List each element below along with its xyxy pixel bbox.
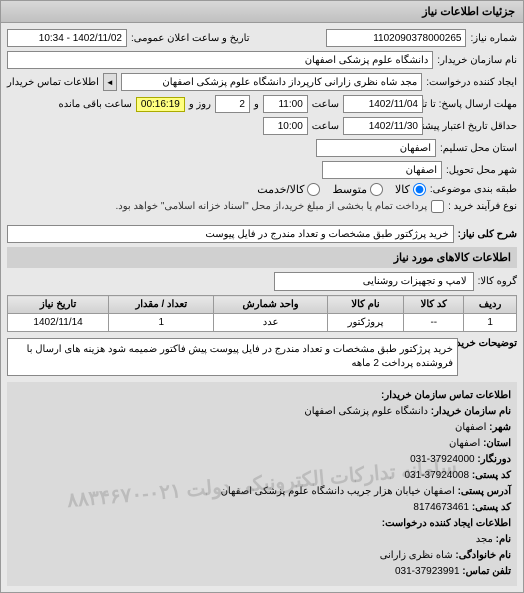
remain-days: 2 (215, 95, 250, 113)
buytype-note: پرداخت تمام یا بخشی از مبلغ خرید،از محل … (116, 201, 428, 212)
table-row[interactable]: 1 -- پروژکتور عدد 1 1402/11/14 (8, 314, 517, 332)
class-all-label: کالا (395, 183, 410, 196)
req-num-field: 1102090378000265 (326, 29, 466, 47)
contact-section: سامانه تدارکات الکترونیکی دولت ۰۲۱-۸۸۳۴۶… (7, 382, 517, 586)
deadline-time: 11:00 (263, 95, 308, 113)
c-lname-label: نام خانوادگی: (455, 550, 511, 561)
validity-label: حداقل تاریخ اعتبار پیشنهاد: تا تاریخ: (427, 121, 517, 132)
c-prov-label: استان: (483, 438, 511, 449)
th-date: تاریخ نیاز (8, 296, 109, 314)
cell-code: -- (404, 314, 464, 332)
c-post-label: کد پستی: (472, 470, 511, 481)
buyer-field: دانشگاه علوم پزشکی اصفهان (7, 51, 433, 69)
remain-label: ساعت باقی مانده (59, 99, 132, 110)
notes-box: خرید پرژکتور طبق مشخصات و تعداد مندرج در… (7, 338, 458, 376)
c-prov: اصفهان (449, 438, 480, 449)
deadline-date: 1402/11/04 (343, 95, 423, 113)
class-mid-label: متوسط (332, 183, 367, 196)
c-phone-label: تلفن تماس: (462, 566, 511, 577)
c-city-label: شهر: (489, 422, 511, 433)
buytype-checkbox[interactable] (431, 200, 444, 213)
cell-name: پروژکتور (327, 314, 404, 332)
creator-field: مجد شاه نظری زارانی کارپرداز دانشگاه علو… (121, 73, 422, 91)
day-label: روز و (189, 99, 211, 110)
c-city: اصفهان (455, 422, 486, 433)
c-postcode-label: کد پستی: (472, 502, 511, 513)
buytype-label: نوع فرآیند خرید : (448, 201, 517, 212)
details-panel: جزئیات اطلاعات نیاز شماره نیاز: 11020903… (0, 0, 524, 593)
time-label-1: ساعت (312, 99, 339, 110)
th-code: کد کالا (404, 296, 464, 314)
th-qty: تعداد / مقدار (109, 296, 214, 314)
desc-label: شرح کلی نیاز: (458, 229, 517, 240)
remain-timer: 00:16:19 (136, 97, 185, 112)
contact-buyer-button[interactable]: ◄ (103, 73, 117, 91)
city-field: اصفهان (322, 161, 442, 179)
c-org-label: نام سازمان خریدار: (431, 406, 511, 417)
panel-body: شماره نیاز: 1102090378000265 تاریخ و ساع… (1, 23, 523, 592)
cell-row: 1 (464, 314, 517, 332)
province-field: اصفهان (316, 139, 436, 157)
province-label: استان محل تسلیم: (440, 143, 517, 154)
items-section-title: اطلاعات کالاهای مورد نیاز (7, 247, 517, 268)
public-date-label: تاریخ و ساعت اعلان عمومی: (131, 33, 250, 44)
th-row: ردیف (464, 296, 517, 314)
c-org: دانشگاه علوم پزشکی اصفهان (304, 406, 428, 417)
c-name: مجد (476, 534, 493, 545)
th-unit: واحد شمارش (214, 296, 327, 314)
contact-buyer-label: اطلاعات تماس خریدار (7, 77, 99, 88)
contact-title: اطلاعات تماس سازمان خریدار: (13, 388, 511, 404)
items-table: ردیف کد کالا نام کالا واحد شمارش تعداد /… (7, 295, 517, 332)
desc-field: خرید پرژکتور طبق مشخصات و تعداد مندرج در… (7, 225, 454, 243)
panel-header: جزئیات اطلاعات نیاز (1, 1, 523, 23)
c-postcode: 8174673461 (413, 502, 469, 513)
validity-time: 10:00 (263, 117, 308, 135)
group-field: لامپ و تجهیزات روشنایی (274, 272, 474, 291)
c-phone: 37923991-031 (395, 566, 460, 577)
class-label: طبقه بندی موضوعی: (430, 184, 517, 195)
c-fax: 37924000-031 (410, 454, 475, 465)
cell-date: 1402/11/14 (8, 314, 109, 332)
deadline-label: مهلت ارسال پاسخ: تا تاریخ: (427, 99, 517, 110)
group-label: گروه کالا: (478, 276, 517, 287)
c-post: 37924008-031 (405, 470, 470, 481)
public-date-field: 1402/11/02 - 10:34 (7, 29, 127, 47)
buyer-label: نام سازمان خریدار: (437, 55, 517, 66)
c-fax-label: دورنگار: (477, 454, 511, 465)
city-label: شهر محل تحویل: (446, 165, 517, 176)
class-svc-label: کالا/خدمت (257, 183, 304, 196)
class-radio-group: کالا متوسط کالا/خدمت (257, 183, 426, 196)
cell-qty: 1 (109, 314, 214, 332)
validity-date: 1402/11/30 (343, 117, 423, 135)
creator-label: ایجاد کننده درخواست: (426, 77, 517, 88)
panel-title: جزئیات اطلاعات نیاز (422, 6, 515, 18)
time-label-2: ساعت (312, 121, 339, 132)
notes-label: توضیحات خریدار: (462, 338, 517, 349)
and-label: و (254, 99, 259, 110)
creator-contact-title: اطلاعات ایجاد کننده درخواست: (13, 516, 511, 532)
c-lname: شاه نظری زارانی (380, 550, 453, 561)
c-name-label: نام: (496, 534, 511, 545)
req-num-label: شماره نیاز: (470, 33, 517, 44)
cell-unit: عدد (214, 314, 327, 332)
class-radio-all[interactable] (413, 183, 426, 196)
c-addr: اصفهان خیابان هزار جریب دانشگاه علوم پزش… (221, 486, 455, 497)
class-radio-mid[interactable] (370, 183, 383, 196)
class-radio-svc[interactable] (307, 183, 320, 196)
th-name: نام کالا (327, 296, 404, 314)
c-addr-label: آدرس پستی: (458, 486, 511, 497)
